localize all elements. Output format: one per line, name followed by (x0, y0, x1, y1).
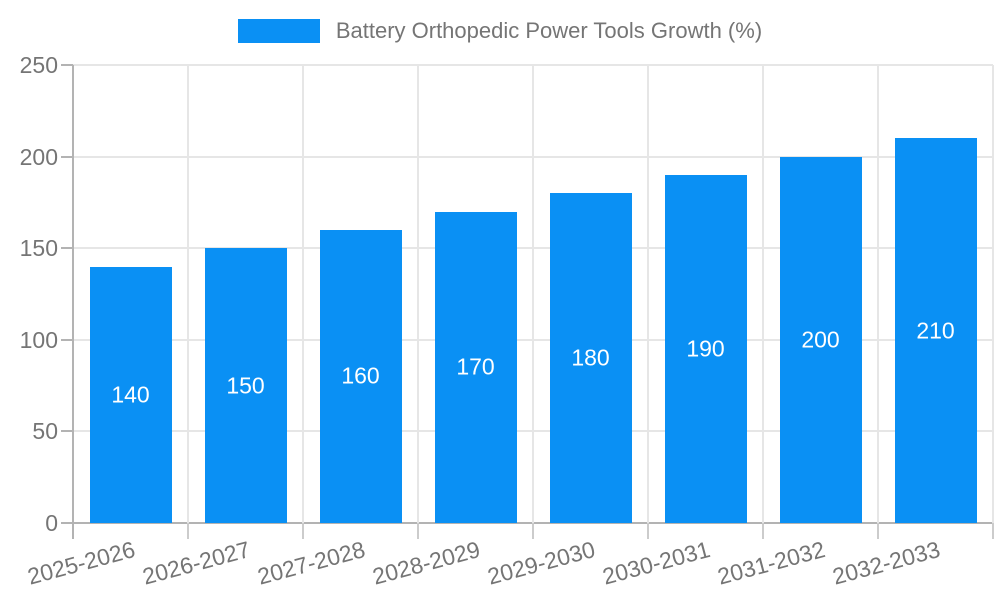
bar-value-label: 160 (341, 362, 380, 389)
x-tick-label: 2027-2028 (254, 536, 368, 590)
bar[interactable]: 210 (894, 138, 977, 523)
legend-label: Battery Orthopedic Power Tools Growth (%… (335, 18, 763, 43)
bar-value-label: 210 (916, 317, 955, 344)
x-tick-mark (72, 523, 74, 539)
x-tick-label: 2028-2029 (369, 536, 483, 590)
x-tick-label: 2029-2030 (484, 536, 598, 590)
x-tick-label: 2031-2032 (714, 536, 828, 590)
bar[interactable]: 200 (779, 156, 862, 523)
y-tick-label: 100 (19, 326, 58, 353)
y-axis-line (72, 65, 74, 523)
y-tick-label: 250 (19, 52, 58, 78)
bar-value-label: 140 (111, 381, 150, 408)
bar[interactable]: 190 (664, 174, 747, 523)
y-tick-label: 50 (32, 418, 58, 445)
v-gridline (647, 65, 649, 523)
y-tick-mark (61, 247, 73, 250)
v-gridline (762, 65, 764, 523)
bar-value-label: 170 (456, 353, 495, 380)
x-tick-label: 2032-2033 (829, 536, 943, 590)
bar[interactable]: 180 (549, 193, 632, 523)
x-tick-mark (877, 523, 879, 539)
y-tick-mark (61, 522, 73, 524)
bar-value-label: 180 (571, 344, 610, 371)
v-gridline (187, 65, 189, 523)
x-tick-label: 2030-2031 (599, 536, 713, 590)
v-gridline (302, 65, 304, 523)
x-tick-mark (647, 523, 649, 539)
x-tick-label: 2025-2026 (24, 536, 138, 590)
v-gridline (532, 65, 534, 523)
x-tick-label: 2026-2027 (139, 536, 253, 590)
x-tick-mark (992, 523, 994, 539)
v-gridline (877, 65, 879, 523)
bar-value-label: 150 (226, 372, 265, 399)
legend[interactable]: Battery Orthopedic Power Tools Growth (%… (0, 16, 1000, 46)
bar[interactable]: 140 (89, 266, 172, 523)
y-tick-label: 200 (19, 143, 58, 170)
y-tick-mark (61, 155, 73, 158)
v-gridline (992, 65, 994, 523)
y-tick-label: 0 (45, 510, 58, 536)
y-tick-mark (61, 64, 73, 66)
y-tick-mark (61, 338, 73, 341)
bar[interactable]: 150 (204, 248, 287, 523)
bar[interactable]: 160 (319, 229, 402, 523)
x-tick-mark (417, 523, 419, 539)
v-gridline (417, 65, 419, 523)
bar-value-label: 190 (686, 335, 725, 362)
x-tick-mark (302, 523, 304, 539)
bar-value-label: 200 (801, 326, 840, 353)
x-tick-mark (762, 523, 764, 539)
y-tick-mark (61, 430, 73, 433)
plot-area: 140 150 160 170 180 190 200 210 (72, 64, 994, 524)
x-tick-mark (187, 523, 189, 539)
bar[interactable]: 170 (434, 211, 517, 523)
y-tick-label: 150 (19, 235, 58, 262)
x-tick-mark (532, 523, 534, 539)
legend-swatch (237, 19, 320, 43)
